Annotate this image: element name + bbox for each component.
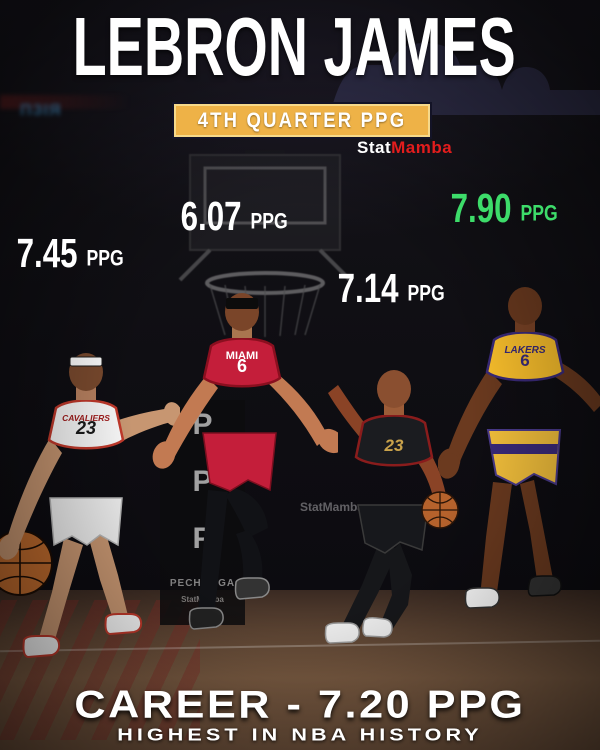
svg-text:LAKERS: LAKERS: [504, 345, 545, 356]
svg-text:MIAMI: MIAMI: [226, 350, 258, 362]
svg-text:23: 23: [384, 436, 404, 455]
svg-text:CAVALIERS: CAVALIERS: [62, 413, 110, 423]
